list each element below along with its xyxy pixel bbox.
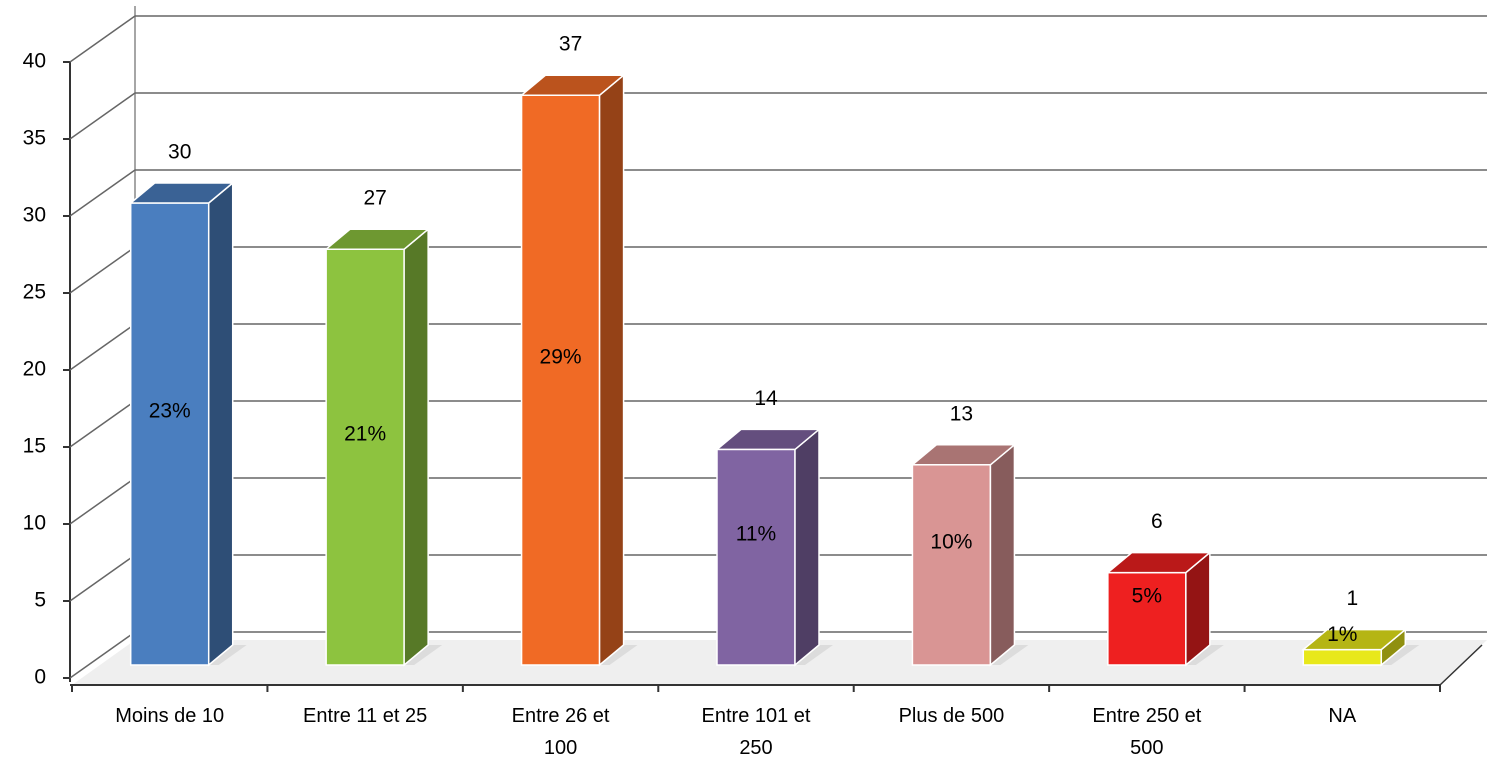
- y-tick-label: 30: [23, 204, 46, 227]
- bar: [520, 94, 601, 666]
- value-label: 13: [950, 402, 973, 425]
- grid-line: [69, 15, 136, 63]
- bar: [1302, 648, 1383, 666]
- bar-top: [1301, 628, 1408, 651]
- bar-top: [1105, 551, 1212, 574]
- percent-label: 5%: [1132, 584, 1162, 607]
- bar-side: [403, 227, 429, 667]
- x-tick-label-box: Entre 11 et 25: [303, 705, 428, 727]
- value-label: 30: [168, 141, 191, 164]
- value-label: 6: [1151, 510, 1163, 533]
- x-tick-label: Plus de 500: [898, 705, 1005, 727]
- grid-line: [69, 477, 136, 525]
- bar-top: [324, 228, 431, 250]
- bar-side: [989, 443, 1016, 667]
- value-label: 1: [1346, 587, 1358, 610]
- x-tick-label-box: NA: [1328, 705, 1357, 727]
- x-tick-label: NA: [1328, 705, 1357, 727]
- bar: [716, 448, 796, 666]
- grid-line: [69, 631, 136, 679]
- y-tick-label: 0: [34, 666, 46, 689]
- bar: [325, 248, 405, 666]
- percent-label: 1%: [1327, 623, 1357, 646]
- x-tick-label-box: Plus de 500: [898, 705, 1005, 727]
- bar-top: [910, 444, 1017, 466]
- x-tick-label: Entre 250 et 500: [1092, 705, 1202, 759]
- bar-top: [128, 182, 235, 204]
- grid-line: [69, 92, 136, 140]
- percent-label: 29%: [540, 346, 582, 369]
- y-tick-label: 40: [23, 50, 46, 73]
- y-tick-label: 5: [34, 589, 46, 612]
- floor-edge: [1439, 644, 1483, 686]
- grid-line: [69, 554, 136, 602]
- percent-label: 11%: [736, 523, 776, 546]
- bar-side: [794, 427, 820, 667]
- percent-label: 23%: [149, 400, 191, 423]
- bar: [129, 202, 210, 666]
- bar: [1107, 571, 1187, 666]
- grid-line: [69, 323, 136, 371]
- x-tick-label: Entre 11 et 25: [303, 705, 428, 727]
- bar-side: [598, 73, 625, 667]
- bar-side: [207, 181, 234, 667]
- value-label: 27: [363, 187, 386, 210]
- value-label: 37: [559, 33, 582, 56]
- y-tick-label: 25: [23, 281, 46, 304]
- bar-top: [714, 428, 822, 451]
- y-tick-label: 10: [23, 512, 46, 535]
- bar-top: [519, 74, 626, 96]
- grid-line: [69, 169, 136, 217]
- x-tick-label-box: Entre 26 et 100: [511, 705, 610, 759]
- y-tick-label: 35: [23, 127, 46, 150]
- grid-line: [69, 246, 136, 294]
- x-tick-label: Entre 101 et 250: [701, 705, 811, 759]
- grid-line: [69, 400, 136, 448]
- y-tick-label: 20: [23, 358, 46, 381]
- bar: [911, 464, 992, 666]
- x-tick-label: Moins de 10: [115, 705, 225, 727]
- percent-label: 10%: [930, 530, 972, 553]
- x-tick-label-box: Entre 101 et 250: [701, 705, 811, 759]
- x-tick-label-box: Entre 250 et 500: [1092, 705, 1202, 759]
- percent-label: 21%: [344, 423, 386, 446]
- value-label: 14: [754, 387, 778, 410]
- x-tick-label-box: Moins de 10: [115, 705, 225, 727]
- y-tick-label: 15: [23, 435, 46, 458]
- x-tick-label: Entre 26 et 100: [511, 705, 610, 759]
